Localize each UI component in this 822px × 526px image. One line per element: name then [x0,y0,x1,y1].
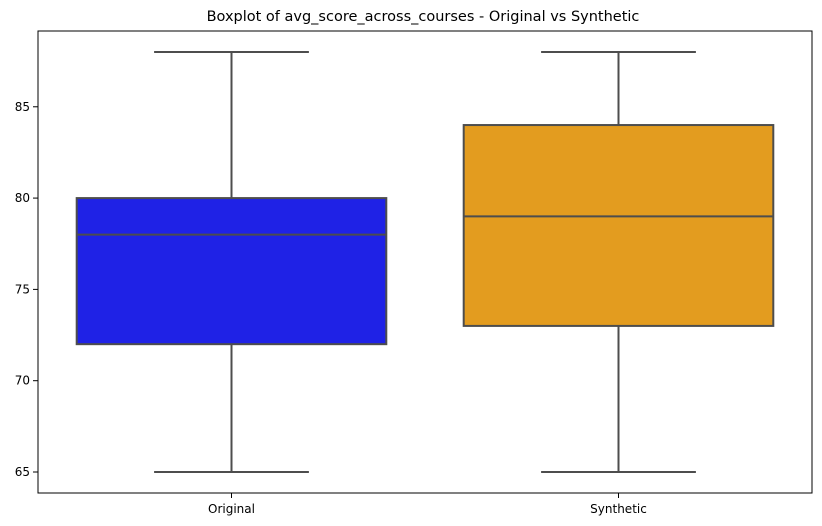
y-tick-label: 85 [15,100,30,114]
y-tick-label: 70 [15,374,30,388]
box-synthetic [462,124,775,327]
plot-area: 65 70 75 80 85 Original Synthetic [15,51,775,516]
chart-title: Boxplot of avg_score_across_courses - Or… [207,9,640,25]
y-tick-label: 80 [15,191,30,205]
y-tick-label: 75 [15,282,30,296]
y-tick-label: 65 [15,465,30,479]
x-tick-label: Synthetic [590,502,647,516]
x-tick-label: Original [208,502,255,516]
box-original [75,197,388,346]
plot-frame [37,30,813,494]
